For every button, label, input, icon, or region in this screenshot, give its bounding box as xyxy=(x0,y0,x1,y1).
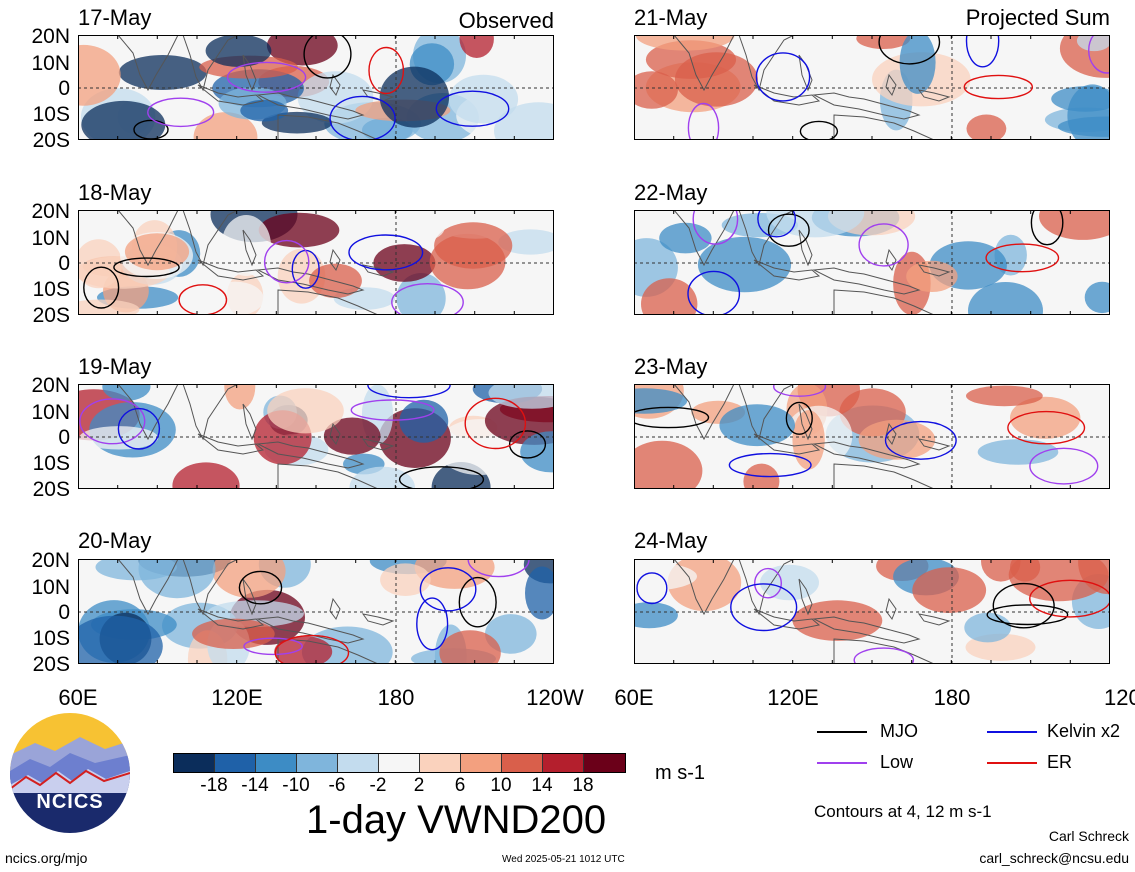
lat-label: 20N xyxy=(31,25,70,48)
map-panel-svg xyxy=(634,559,1110,664)
colorbar-tick-label: -2 xyxy=(369,775,387,796)
map-panel-svg xyxy=(78,210,554,315)
map-panel-svg xyxy=(78,35,554,140)
lat-label: 10S xyxy=(32,452,70,475)
lat-label: 20S xyxy=(32,478,70,501)
colorbar xyxy=(173,753,626,773)
legend-label: MJO xyxy=(880,721,918,741)
chart-title: 1-day VWND200 xyxy=(306,798,607,842)
legend-swatch xyxy=(817,731,867,733)
lon-label: 60E xyxy=(614,685,654,710)
map-panel xyxy=(78,35,554,140)
colorbar-tick-label: -14 xyxy=(241,775,269,796)
colorbar-swatch xyxy=(420,754,461,772)
panel-date: 23-May xyxy=(634,354,708,379)
colorbar-tick-label: 10 xyxy=(490,775,512,796)
observed-header: Observed xyxy=(458,8,554,33)
map-panel xyxy=(634,384,1110,489)
legend-swatch xyxy=(817,762,867,764)
timestamp: Wed 2025-05-21 1012 UTC xyxy=(502,854,625,865)
panel-date: 18-May xyxy=(78,180,152,205)
colorbar-swatch xyxy=(379,754,420,772)
author-name: Carl Schreck xyxy=(1048,828,1129,844)
lon-label: 180 xyxy=(933,685,971,710)
colorbar-units: m s-1 xyxy=(655,762,705,784)
lat-label: 20S xyxy=(32,129,70,152)
colorbar-swatch xyxy=(174,754,215,772)
lon-label: 120W xyxy=(526,685,584,710)
lat-label: 10S xyxy=(32,627,70,650)
lat-label: 10S xyxy=(32,278,70,301)
colorbar-tick-label: -18 xyxy=(200,775,228,796)
lon-label: 120W xyxy=(1104,687,1135,709)
lat-label: 10N xyxy=(31,576,70,599)
colorbar-tick-label: 14 xyxy=(531,775,553,796)
map-panel-svg xyxy=(634,35,1110,140)
panel-date: 20-May xyxy=(78,528,152,553)
colorbar-tick-label: 2 xyxy=(413,775,425,796)
lat-label: 10S xyxy=(32,103,70,126)
panel-date: 21-May xyxy=(634,5,708,30)
lat-label: 20N xyxy=(31,200,70,223)
panel-date: 22-May xyxy=(634,180,708,205)
lat-label: 20N xyxy=(31,549,70,572)
colorbar-swatch xyxy=(461,754,502,772)
map-panel-svg xyxy=(634,384,1110,489)
colorbar-tick-label: 6 xyxy=(454,775,466,796)
map-panel-svg xyxy=(78,384,554,489)
legend-swatch xyxy=(987,762,1037,764)
logo-text: NCICS xyxy=(36,791,104,813)
colorbar-swatch xyxy=(502,754,543,772)
map-panel-svg xyxy=(634,210,1110,315)
colorbar-swatch xyxy=(338,754,379,772)
map-panel xyxy=(634,210,1110,315)
legend-label: ER xyxy=(1047,752,1073,772)
lat-label: 0 xyxy=(58,77,70,100)
legend-label: Kelvin x2 xyxy=(1047,721,1121,741)
lat-label: 10N xyxy=(31,401,70,424)
ncics-logo: NCICS xyxy=(10,713,130,833)
lat-label: 0 xyxy=(58,426,70,449)
lon-label: 120E xyxy=(767,685,819,710)
colorbar-tick-label: 18 xyxy=(572,775,594,796)
colorbar-swatch xyxy=(584,754,625,772)
lat-label: 20S xyxy=(32,653,70,676)
map-panel xyxy=(78,559,554,664)
contour-note: Contours at 4, 12 m s-1 xyxy=(814,802,992,821)
colorbar-swatch xyxy=(297,754,338,772)
lat-label: 10N xyxy=(31,227,70,250)
panel-date: 17-May xyxy=(78,5,152,30)
legend-swatch xyxy=(987,731,1037,733)
map-panel xyxy=(634,559,1110,664)
lat-label: 20N xyxy=(31,374,70,397)
colorbar-tick-label: -10 xyxy=(282,775,310,796)
lat-label: 0 xyxy=(58,252,70,275)
panel-date: 19-May xyxy=(78,354,152,379)
legend-label: Low xyxy=(880,752,914,772)
lon-label: 60E xyxy=(58,685,98,710)
colorbar-tick-label: -6 xyxy=(328,775,346,796)
map-panel xyxy=(78,210,554,315)
colorbar-swatch xyxy=(543,754,584,772)
colorbar-swatch xyxy=(215,754,256,772)
lat-label: 0 xyxy=(58,601,70,624)
site-link[interactable]: ncics.org/mjo xyxy=(5,850,88,866)
map-panel xyxy=(78,384,554,489)
projected-header: Projected Sum xyxy=(965,5,1110,30)
colorbar-swatch xyxy=(256,754,297,772)
lon-label: 180 xyxy=(377,685,415,710)
author-email[interactable]: carl_schreck@ncsu.edu xyxy=(979,850,1129,866)
lat-label: 20S xyxy=(32,304,70,327)
lat-label: 10N xyxy=(31,52,70,75)
panel-date: 24-May xyxy=(634,528,708,553)
lon-label: 120E xyxy=(211,685,263,710)
map-panel xyxy=(634,35,1110,140)
map-panel-svg xyxy=(78,559,554,664)
